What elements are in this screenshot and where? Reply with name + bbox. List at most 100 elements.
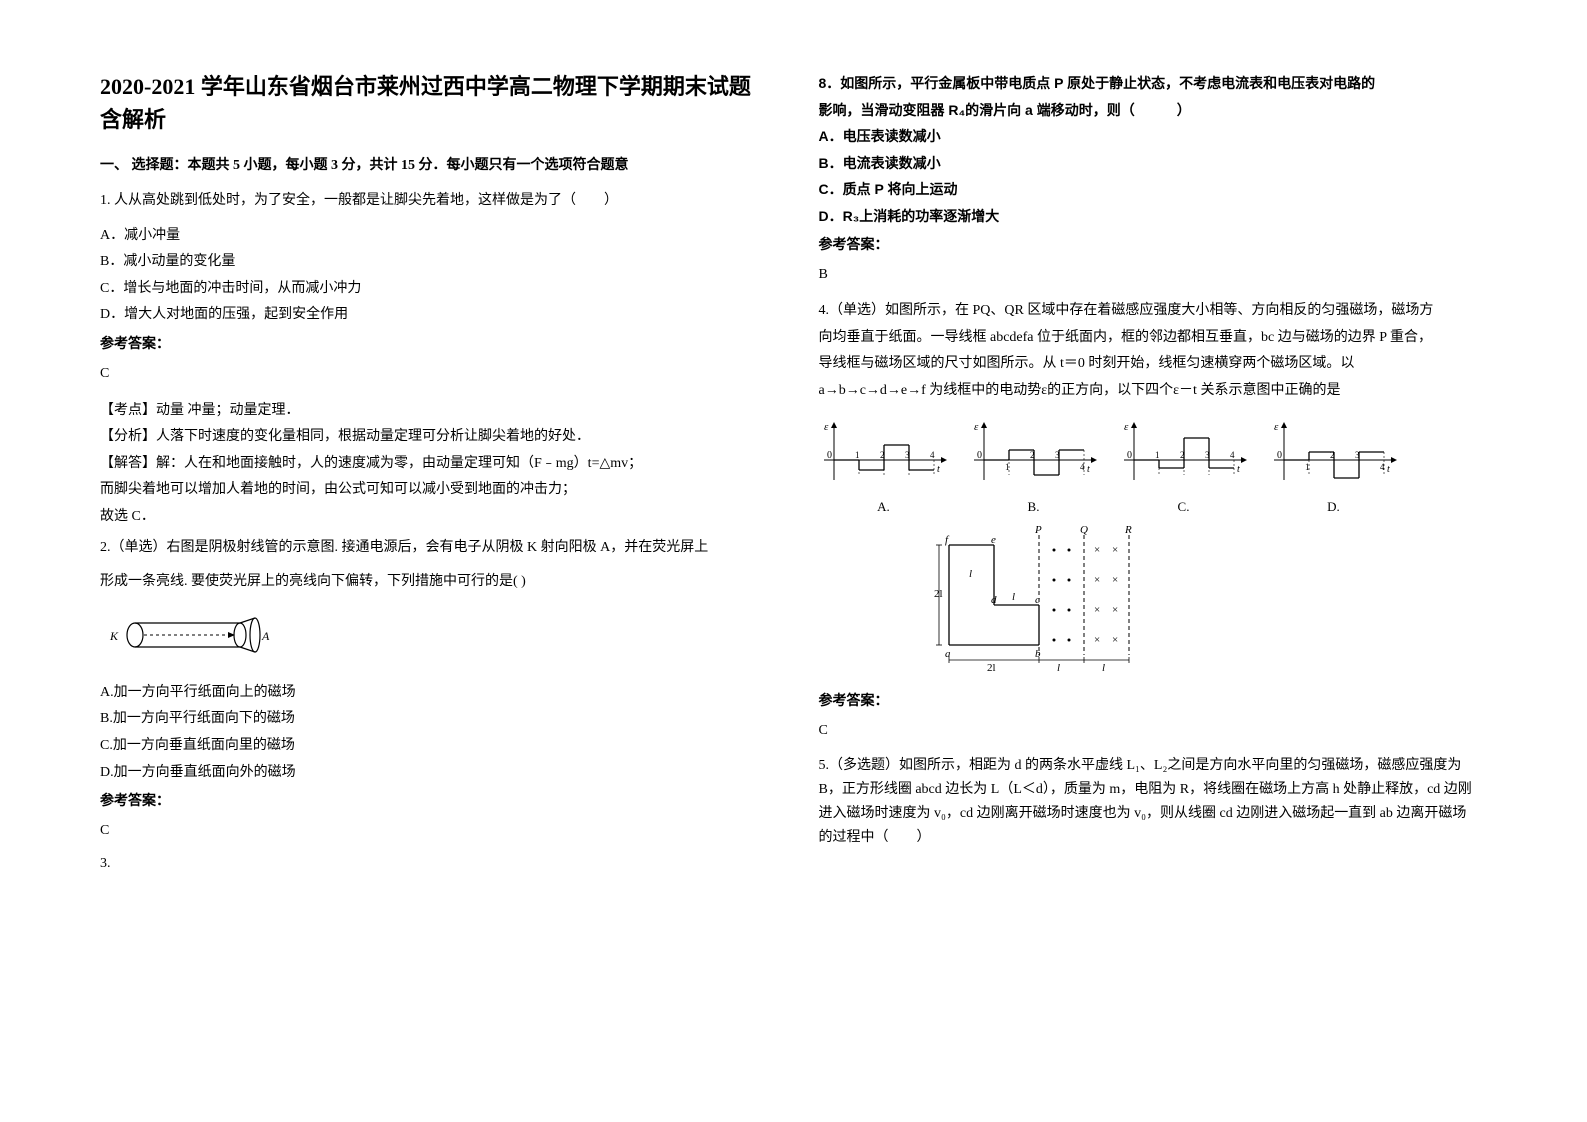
q2-answer-label: 参考答案： bbox=[100, 790, 759, 810]
svg-text:e: e bbox=[991, 534, 996, 546]
svg-text:t: t bbox=[1237, 464, 1240, 475]
q2-optC: C.加一方向垂直纸面向里的磁场 bbox=[100, 733, 759, 760]
q1-solve1: 【解答】解：人在和地面接触时，人的速度减为零，由动量定理可知（F﹣mg）t=△m… bbox=[100, 451, 759, 478]
svg-text:×: × bbox=[1112, 604, 1118, 616]
svg-text:4: 4 bbox=[1080, 462, 1085, 472]
q8-stem1: 8．如图所示，平行金属板中带电质点 P 原处于静止状态，不考虑电流表和电压表对电… bbox=[819, 70, 1478, 97]
q8-optD: D．R₃上消耗的功率逐渐增大 bbox=[819, 203, 1478, 230]
q1-optC: C．增长与地面的冲击时间，从而减小冲力 bbox=[100, 276, 759, 303]
svg-text:4: 4 bbox=[1380, 462, 1385, 472]
q2-optA: A.加一方向平行纸面向上的磁场 bbox=[100, 680, 759, 707]
svg-text:×: × bbox=[1112, 634, 1118, 646]
q1-answer: C bbox=[100, 361, 759, 388]
q2-stem1: 2.（单选）右图是阴极射线管的示意图. 接通电源后，会有电子从阴极 K 射向阳极… bbox=[100, 535, 759, 562]
q4-stem4: a→b→c→d→e→f 为线框中的电动势ε的正方向，以下四个ε－t 关系示意图中… bbox=[819, 378, 1478, 405]
svg-text:ε: ε bbox=[1274, 421, 1279, 433]
frame-diagram: P Q R × × × × × × × × f e d c b a bbox=[909, 525, 1478, 680]
q4-stem2: 向均垂直于纸面。一导线框 abcdefa 位于纸面内，框的邻边都相互垂直，bc … bbox=[819, 325, 1478, 352]
graph-A: ε t 0 1 2 3 4 A. bbox=[819, 420, 949, 515]
svg-text:0: 0 bbox=[1127, 450, 1132, 461]
frame-svg: P Q R × × × × × × × × f e d c b a bbox=[909, 525, 1169, 675]
svg-text:3: 3 bbox=[1355, 450, 1360, 460]
q2-optD: D.加一方向垂直纸面向外的磁场 bbox=[100, 760, 759, 787]
svg-text:t: t bbox=[1387, 464, 1390, 475]
q1-stem: 1. 人从高处跳到低处时，为了安全，一般都是让脚尖先着地，这样做是为了（ ） bbox=[100, 188, 759, 215]
graph-C: ε t 0 1 2 3 4 C. bbox=[1119, 420, 1249, 515]
svg-text:l: l bbox=[1102, 662, 1105, 674]
svg-text:t: t bbox=[1087, 464, 1090, 475]
q1-optA: A．减小冲量 bbox=[100, 223, 759, 250]
q1-solve2: 而脚尖着地可以增加人着地的时间，由公式可知可以减小受到地面的冲击力； bbox=[100, 477, 759, 504]
q1-analysis: 【分析】人落下时速度的变化量相同，根据动量定理可分析让脚尖着地的好处． bbox=[100, 424, 759, 451]
q5-stem: 5.（多选题）如图所示，相距为 d 的两条水平虚线 L₁、L₂之间是方向水平向里… bbox=[819, 754, 1478, 849]
svg-text:1: 1 bbox=[1155, 450, 1160, 460]
q1-point: 【考点】动量 冲量；动量定理． bbox=[100, 398, 759, 425]
svg-text:1: 1 bbox=[1005, 462, 1010, 472]
section-header: 一、 选择题：本题共 5 小题，每小题 3 分，共计 15 分．每小题只有一个选… bbox=[100, 154, 759, 174]
eps-graphs: ε t 0 1 2 3 4 A. bbox=[819, 420, 1399, 515]
svg-text:3: 3 bbox=[905, 450, 910, 460]
svg-text:ε: ε bbox=[824, 421, 829, 433]
q8-stem2: 影响，当滑动变阻器 R₄的滑片向 a 端移动时，则（ ） bbox=[819, 97, 1478, 124]
right-column: 8．如图所示，平行金属板中带电质点 P 原处于静止状态，不考虑电流表和电压表对电… bbox=[799, 70, 1498, 1092]
svg-text:1: 1 bbox=[855, 450, 860, 460]
k-label: K bbox=[109, 629, 119, 643]
svg-text:0: 0 bbox=[977, 450, 982, 461]
exam-title: 2020-2021 学年山东省烟台市莱州过西中学高二物理下学期期末试题含解析 bbox=[100, 70, 759, 136]
q1-solve3: 故选 C． bbox=[100, 504, 759, 531]
svg-text:×: × bbox=[1112, 544, 1118, 556]
svg-text:4: 4 bbox=[1230, 450, 1235, 460]
svg-text:a: a bbox=[945, 648, 951, 660]
svg-text:ε: ε bbox=[1124, 421, 1129, 433]
q3-num: 3. bbox=[100, 851, 759, 878]
svg-text:×: × bbox=[1112, 574, 1118, 586]
svg-text:Q: Q bbox=[1080, 525, 1088, 536]
graph-D-label: D. bbox=[1269, 499, 1399, 515]
svg-text:c: c bbox=[1035, 594, 1040, 606]
q1-optB: B．减小动量的变化量 bbox=[100, 249, 759, 276]
svg-text:×: × bbox=[1094, 604, 1100, 616]
left-column: 2020-2021 学年山东省烟台市莱州过西中学高二物理下学期期末试题含解析 一… bbox=[100, 70, 799, 1092]
svg-text:×: × bbox=[1094, 634, 1100, 646]
svg-text:0: 0 bbox=[1277, 450, 1282, 461]
q8-optB: B．电流表读数减小 bbox=[819, 150, 1478, 177]
svg-text:t: t bbox=[937, 464, 940, 475]
q4-stem3: 导线框与磁场区域的尺寸如图所示。从 t＝0 时刻开始，线框匀速横穿两个磁场区域。… bbox=[819, 351, 1478, 378]
svg-text:R: R bbox=[1124, 525, 1132, 536]
svg-text:1: 1 bbox=[1305, 462, 1310, 472]
svg-text:2l: 2l bbox=[987, 662, 996, 674]
q8-optC: C．质点 P 将向上运动 bbox=[819, 176, 1478, 203]
svg-text:2: 2 bbox=[1030, 450, 1035, 460]
svg-text:l: l bbox=[969, 568, 972, 580]
svg-text:l: l bbox=[1012, 591, 1015, 603]
svg-text:4: 4 bbox=[930, 450, 935, 460]
q2-answer: C bbox=[100, 818, 759, 845]
svg-text:d: d bbox=[991, 594, 997, 606]
svg-text:ε: ε bbox=[974, 421, 979, 433]
svg-text:P: P bbox=[1034, 525, 1042, 536]
q4-stem1: 4.（单选）如图所示，在 PQ、QR 区域中存在着磁感应强度大小相等、方向相反的… bbox=[819, 298, 1478, 325]
graph-B-label: B. bbox=[969, 499, 1099, 515]
q8-optA: A．电压表读数减小 bbox=[819, 123, 1478, 150]
svg-text:2: 2 bbox=[1180, 450, 1185, 460]
q2-optB: B.加一方向平行纸面向下的磁场 bbox=[100, 706, 759, 733]
svg-text:×: × bbox=[1094, 544, 1100, 556]
svg-text:0: 0 bbox=[827, 450, 832, 461]
svg-text:3: 3 bbox=[1055, 450, 1060, 460]
graph-C-label: C. bbox=[1119, 499, 1249, 515]
graph-B: ε t 0 1 2 3 4 B. bbox=[969, 420, 1099, 515]
q8-answer-label: 参考答案： bbox=[819, 234, 1478, 254]
svg-text:2: 2 bbox=[880, 450, 885, 460]
svg-text:b: b bbox=[1035, 648, 1041, 660]
graph-A-label: A. bbox=[819, 499, 949, 515]
q2-stem2: 形成一条亮线. 要使荧光屏上的亮线向下偏转，下列措施中可行的是( ) bbox=[100, 569, 759, 596]
a-label: A bbox=[261, 629, 270, 643]
svg-text:f: f bbox=[945, 534, 950, 546]
q4-answer: C bbox=[819, 718, 1478, 745]
svg-text:×: × bbox=[1094, 574, 1100, 586]
graph-D: ε t 0 1 2 3 4 D. bbox=[1269, 420, 1399, 515]
q4-answer-label: 参考答案： bbox=[819, 690, 1478, 710]
svg-text:l: l bbox=[1057, 662, 1060, 674]
q8-answer: B bbox=[819, 262, 1478, 289]
crt-svg: K A bbox=[100, 608, 280, 663]
